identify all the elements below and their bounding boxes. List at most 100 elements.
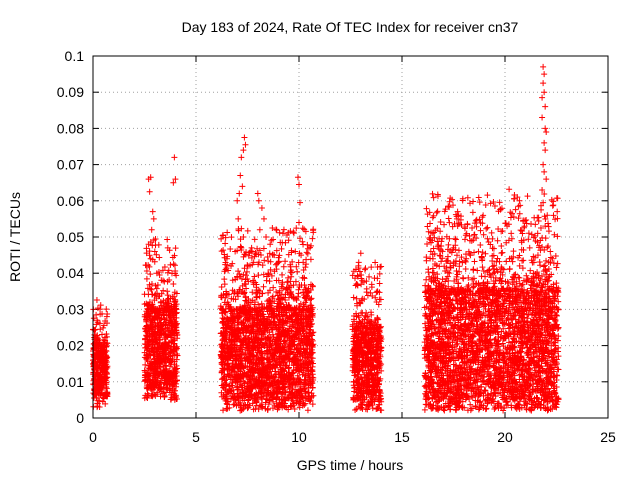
roti-point: [162, 327, 169, 334]
roti-point: [373, 289, 380, 296]
roti-point: [228, 234, 235, 241]
roti-point: [163, 362, 170, 369]
y-tick-label: 0.01: [57, 374, 84, 390]
roti-point: [147, 271, 154, 278]
roti-point: [484, 224, 491, 231]
roti-point: [151, 361, 158, 368]
roti-point: [143, 300, 150, 307]
roti-point: [471, 249, 478, 256]
roti-point: [257, 251, 264, 258]
roti-point: [288, 273, 295, 280]
roti-point: [97, 306, 104, 313]
roti-point: [162, 370, 169, 377]
roti-point: [292, 248, 299, 255]
roti-point: [99, 398, 106, 405]
roti-point: [153, 251, 160, 258]
roti-point: [170, 298, 177, 305]
roti-point: [161, 356, 168, 363]
roti-point: [169, 347, 176, 354]
roti-point: [171, 361, 178, 368]
roti-point: [169, 320, 176, 327]
roti-point: [264, 253, 271, 260]
y-tick-label: 0.02: [57, 338, 84, 354]
roti-point: [477, 242, 484, 249]
roti-point: [103, 353, 110, 360]
roti-point: [161, 393, 168, 400]
roti-point: [143, 275, 150, 282]
roti-point: [259, 262, 266, 269]
roti-point: [142, 376, 149, 383]
roti-point: [161, 316, 168, 323]
roti-point: [161, 263, 168, 270]
y-tick-label: 0.03: [57, 301, 84, 317]
roti-point: [170, 261, 177, 268]
roti-point: [149, 366, 156, 373]
roti-point: [167, 355, 174, 362]
roti-point: [98, 382, 105, 389]
roti-point: [101, 375, 108, 382]
x-tick-label: 25: [600, 429, 616, 445]
roti-point: [169, 254, 176, 261]
roti-point: [243, 285, 250, 292]
roti-point: [304, 407, 311, 414]
x-tick-label: 5: [192, 429, 200, 445]
roti-point: [252, 249, 259, 256]
roti-point: [141, 349, 148, 356]
roti-point: [310, 226, 317, 233]
roti-point: [173, 290, 180, 297]
roti-point: [93, 347, 100, 354]
roti-point: [173, 380, 180, 387]
roti-point: [152, 365, 159, 372]
roti-point: [479, 264, 486, 271]
roti-point: [222, 240, 229, 247]
roti-point: [237, 381, 244, 388]
roti-point: [218, 283, 225, 290]
roti-point: [368, 284, 375, 291]
roti-point: [144, 285, 151, 292]
roti-point: [251, 236, 258, 243]
roti-point: [279, 324, 286, 331]
roti-point: [100, 322, 107, 329]
roti-point: [157, 393, 164, 400]
roti-point: [149, 242, 156, 249]
x-tick-label: 10: [291, 429, 307, 445]
y-tick-label: 0.1: [65, 48, 85, 64]
roti-point: [165, 267, 172, 274]
roti-point: [150, 370, 157, 377]
roti-point: [171, 324, 178, 331]
roti-point: [145, 362, 152, 369]
roti-point: [148, 286, 155, 293]
roti-point: [527, 267, 534, 274]
roti-point: [276, 229, 283, 236]
roti-point: [285, 365, 292, 372]
roti-point: [157, 385, 164, 392]
roti-point: [142, 369, 149, 376]
roti-point: [96, 378, 103, 385]
roti-point: [159, 267, 166, 274]
roti-point: [275, 277, 282, 284]
roti-point: [507, 214, 514, 221]
roti-point: [96, 353, 103, 360]
roti-point: [99, 310, 106, 317]
roti-point: [166, 247, 173, 254]
roti-point: [164, 236, 171, 243]
roti-point: [230, 401, 237, 408]
roti-point: [141, 378, 148, 385]
roti-point: [168, 369, 175, 376]
roti-point: [249, 289, 256, 296]
roti-point: [280, 263, 287, 270]
roti-point: [303, 249, 310, 256]
roti-point: [165, 295, 172, 302]
roti-point: [153, 391, 160, 398]
roti-point: [149, 392, 156, 399]
roti-point: [156, 381, 163, 388]
roti-point: [475, 194, 482, 201]
roti-point: [160, 297, 167, 304]
roti-point: [159, 350, 166, 357]
roti-point: [251, 273, 258, 280]
roti-point: [90, 326, 97, 333]
roti-point: [156, 254, 163, 261]
roti-point: [162, 339, 169, 346]
roti-point: [157, 324, 164, 331]
roti-point: [166, 358, 173, 365]
